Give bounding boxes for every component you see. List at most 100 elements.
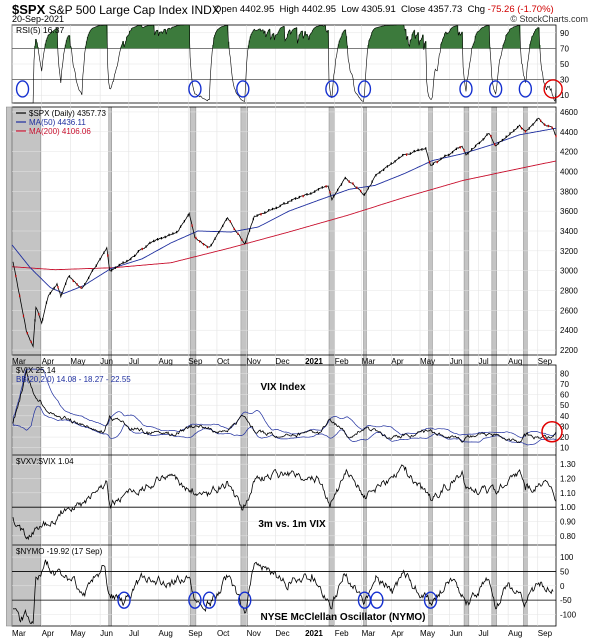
highlight-range-4 — [328, 106, 336, 627]
ratio-tick-label-5: 1.30 — [560, 460, 576, 469]
low-label: Low — [341, 4, 359, 15]
rsi-tick-label-4: 90 — [560, 29, 569, 38]
rsi-tick-label-0: 10 — [560, 91, 569, 100]
vix-legend-1: BB(20,2.0) 14.08 - 18.27 - 22.55 — [16, 375, 131, 384]
bottom-month-label-12: Mar — [362, 629, 376, 638]
brand-watermark: © StockCharts.com — [510, 14, 588, 24]
bottom-month-label-17: Aug — [508, 629, 522, 638]
price-month-label-6: Sep — [188, 357, 203, 366]
price-month-label-18: Sep — [538, 357, 553, 366]
vix-line — [12, 369, 557, 443]
price-tick-label-7: 3600 — [560, 207, 578, 216]
chart-title: $SPX S&P 500 Large Cap Index INDX — [12, 2, 220, 17]
bottom-month-label-0: Mar — [12, 629, 26, 638]
highlight-range-6 — [428, 106, 433, 627]
vix-annotation: VIX Index — [260, 382, 305, 393]
index-name: S&P 500 Large Cap Index — [48, 3, 188, 17]
price-tick-label-8: 3800 — [560, 187, 578, 196]
rsi-legend: RSI(5) 16.37 — [16, 25, 64, 35]
price-month-label-17: Aug — [508, 357, 522, 366]
close-label: Close — [401, 4, 426, 15]
spx-price-line — [12, 117, 557, 348]
ratio-annotation: 3m vs. 1m VIX — [258, 519, 326, 530]
bottom-month-label-9: Dec — [275, 629, 289, 638]
ohlc-quote: Open 4402.95 High 4402.95 Low 4305.91 Cl… — [214, 4, 554, 15]
symbol: $SPX — [12, 2, 46, 17]
rsi-blue-circle-1 — [188, 80, 202, 98]
nymo-blue-circle-6 — [423, 591, 438, 609]
nymo-blue-circle-3 — [238, 591, 252, 609]
rsi-blue-circle-3 — [325, 80, 339, 98]
price-tick-label-3: 2800 — [560, 287, 578, 296]
nymo-blue-circle-5 — [370, 591, 384, 609]
rsi-red-circle — [543, 79, 563, 99]
price-month-label-8: Nov — [247, 357, 261, 366]
rsi-blue-circle-0 — [15, 80, 30, 98]
bottom-month-label-7: Oct — [217, 629, 230, 638]
price-month-label-16: Jul — [478, 357, 488, 366]
bottom-month-label-5: Aug — [159, 629, 173, 638]
price-tick-label-1: 2400 — [560, 326, 578, 335]
bottom-month-label-16: Jul — [478, 629, 488, 638]
bottom-month-label-11: Feb — [335, 629, 349, 638]
chg-value: -75.26 (-1.70%) — [487, 4, 554, 15]
nymo-tick-label-0: -100 — [560, 611, 577, 620]
price-month-label-3: Jun — [100, 357, 113, 366]
nymo-annotation: NYSE McClellan Oscillator (NYMO) — [260, 612, 425, 623]
price-legend-2: MA(200) 4106.06 — [29, 127, 91, 136]
nymo-blue-circle-1 — [188, 591, 202, 609]
open-value: 4402.95 — [239, 4, 275, 15]
highlight-range-7 — [463, 106, 470, 627]
high-label: High — [279, 4, 300, 15]
vix-tick-label-6: 70 — [560, 380, 569, 389]
price-tick-label-11: 4400 — [560, 128, 578, 137]
price-month-label-11: Feb — [335, 357, 349, 366]
lower-panels-frame — [11, 364, 557, 627]
price-tick-label-6: 3400 — [560, 227, 578, 236]
ratio-tick-label-2: 1.00 — [560, 503, 576, 512]
chg-label: Chg — [467, 4, 486, 15]
rsi-blue-circle-6 — [488, 80, 503, 98]
rsi-blue-circle-7 — [518, 80, 533, 98]
price-tick-label-0: 2200 — [560, 346, 578, 355]
price-legend-0: $SPX (Daily) 4357.73 — [29, 109, 106, 118]
ratio-tick-label-4: 1.20 — [560, 475, 576, 484]
bottom-month-label-13: Apr — [391, 629, 404, 638]
bottom-month-label-2: May — [70, 629, 85, 638]
low-value: 4305.91 — [361, 4, 396, 15]
rsi-blue-circle-5 — [459, 80, 473, 98]
ratio-line — [12, 464, 557, 541]
price-tick-label-9: 4000 — [560, 167, 578, 176]
highlight-range-2 — [189, 106, 197, 627]
bottom-month-label-18: Sep — [538, 629, 553, 638]
bottom-month-label-8: Nov — [247, 629, 261, 638]
price-month-label-5: Aug — [159, 357, 173, 366]
price-tick-label-5: 3200 — [560, 247, 578, 256]
ma200-line — [11, 160, 557, 271]
price-month-label-1: Apr — [42, 357, 55, 366]
nymo-tick-label-2: 0 — [560, 582, 565, 591]
price-tick-label-10: 4200 — [560, 148, 578, 157]
price-month-label-0: Mar — [12, 357, 26, 366]
chart-date: 20-Sep-2021 — [12, 14, 65, 24]
highlight-range-5 — [363, 106, 367, 627]
open-label: Open — [214, 4, 238, 15]
vix-tick-label-1: 20 — [560, 433, 569, 442]
vix-tick-label-4: 50 — [560, 401, 569, 410]
highlight-range-1 — [108, 106, 112, 627]
ratio-tick-label-1: 0.90 — [560, 518, 576, 527]
rsi-line — [13, 24, 557, 104]
price-month-label-9: Dec — [275, 357, 289, 366]
nymo-blue-circle-2 — [202, 591, 216, 609]
vix-tick-label-7: 80 — [560, 369, 569, 378]
vix-tick-label-2: 30 — [560, 422, 569, 431]
bottom-month-label-3: Jun — [100, 629, 113, 638]
ratio-tick-label-3: 1.10 — [560, 489, 576, 498]
bottom-month-label-10: 2021 — [305, 629, 323, 638]
vix-tick-label-0: 10 — [560, 444, 569, 453]
nymo-tick-label-3: 50 — [560, 567, 569, 576]
vix-tick-label-5: 60 — [560, 391, 569, 400]
bottom-month-label-14: May — [420, 629, 435, 638]
vix-red-circle — [541, 421, 563, 443]
